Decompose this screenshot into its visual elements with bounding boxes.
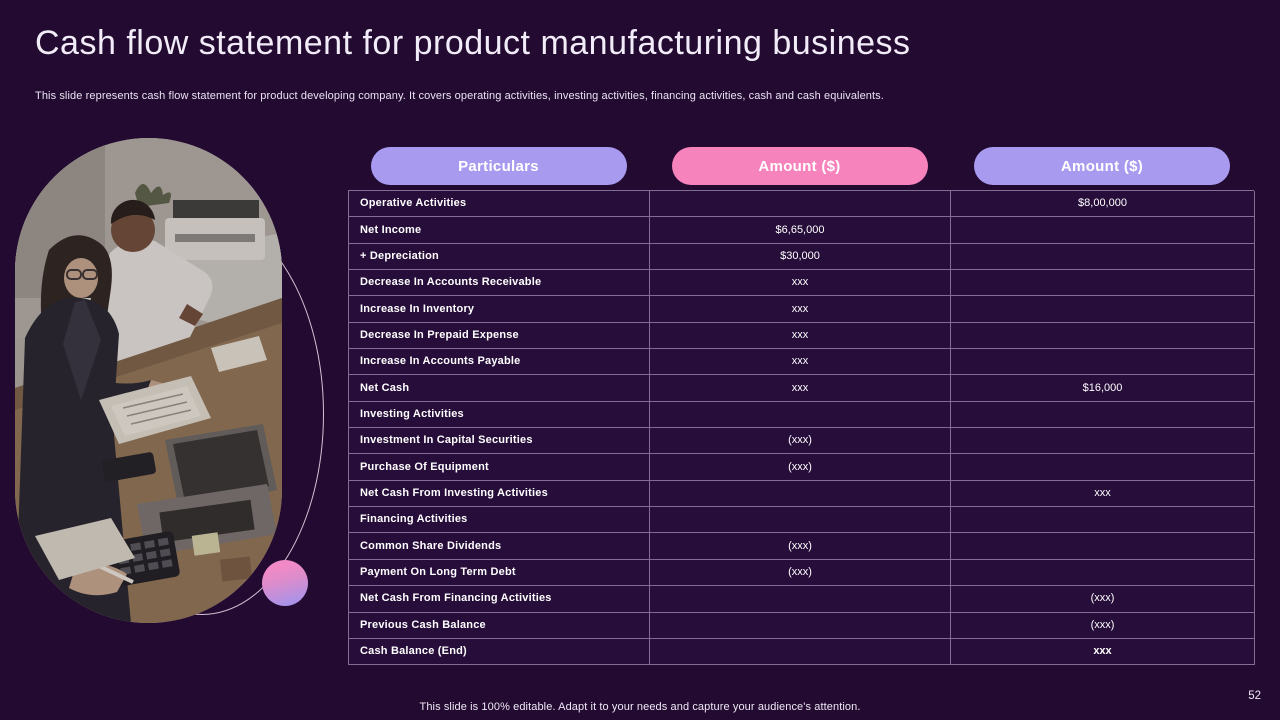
amount-1-cell: xxx (650, 349, 951, 376)
amount-2-cell (951, 454, 1255, 481)
amount-2-cell (951, 349, 1255, 376)
amount-1-cell: (xxx) (650, 559, 951, 587)
amount-2-cell (951, 507, 1255, 534)
particulars-cell: Investment In Capital Securities (349, 428, 650, 455)
amount-1-cell (650, 507, 951, 534)
amount-2-cell (951, 559, 1255, 587)
amount-2-cell: (xxx) (951, 612, 1255, 639)
amount-1-cell: (xxx) (650, 533, 951, 560)
amount-2-cell (951, 217, 1255, 244)
amount-2-cell: (xxx) (951, 586, 1255, 613)
particulars-cell: Common Share Dividends (349, 533, 650, 560)
amount-1-cell (650, 586, 951, 613)
office-photo-illustration (15, 138, 282, 623)
amount-1-cell: $6,65,000 (650, 217, 951, 244)
particulars-cell: Previous Cash Balance (349, 612, 650, 639)
page-title: Cash flow statement for product manufact… (35, 24, 911, 62)
amount-1-cell: xxx (650, 375, 951, 402)
amount-2-cell: xxx (951, 480, 1255, 508)
particulars-cell: Payment On Long Term Debt (349, 559, 650, 587)
amount-1-cell (650, 612, 951, 639)
particulars-cell: Purchase Of Equipment (349, 454, 650, 481)
slide-subtitle: This slide represents cash flow statemen… (35, 90, 884, 102)
amount-1-cell: (xxx) (650, 454, 951, 481)
particulars-cell: Increase In Inventory (349, 296, 650, 323)
amount-1-cell: xxx (650, 322, 951, 350)
amount-2-cell (951, 270, 1255, 297)
amount-2-cell: xxx (951, 638, 1255, 666)
amount-1-cell: xxx (650, 270, 951, 297)
amount-1-cell: $30,000 (650, 243, 951, 271)
amount-1-cell (650, 638, 951, 666)
cashflow-table: Particulars Amount ($) Amount ($) Operat… (348, 147, 1255, 666)
particulars-cell: Net Cash From Investing Activities (349, 480, 650, 508)
amount-2-cell (951, 296, 1255, 323)
amount-2-cell (951, 322, 1255, 350)
particulars-cell: Investing Activities (349, 401, 650, 429)
amount-2-cell (951, 533, 1255, 560)
amount-2-cell: $8,00,000 (951, 191, 1255, 218)
office-photo (15, 138, 282, 623)
particulars-cell: Increase In Accounts Payable (349, 349, 650, 376)
particulars-cell: Net Cash From Financing Activities (349, 586, 650, 613)
amount-1-cell (650, 191, 951, 218)
amount-1-cell: xxx (650, 296, 951, 323)
footer-note: This slide is 100% editable. Adapt it to… (419, 701, 861, 713)
particulars-cell: Financing Activities (349, 507, 650, 534)
particulars-cell: Decrease In Prepaid Expense (349, 322, 650, 350)
amount-2-cell: $16,000 (951, 375, 1255, 402)
amount-2-cell (951, 428, 1255, 455)
particulars-cell: Net Income (349, 217, 650, 244)
page-number: 52 (1248, 690, 1261, 702)
decor-pink-circle (262, 560, 308, 606)
amount-1-cell: (xxx) (650, 428, 951, 455)
particulars-cell: Operative Activities (349, 191, 650, 218)
particulars-cell: Net Cash (349, 375, 650, 402)
amount-2-cell (951, 401, 1255, 429)
particulars-cell: + Depreciation (349, 243, 650, 271)
amount-1-cell (650, 480, 951, 508)
amount-2-cell (951, 243, 1255, 271)
header-pill-amount-2: Amount ($) (974, 147, 1230, 185)
header-pill-particulars: Particulars (370, 147, 627, 185)
cashflow-table-body: Operative Activities $8,00,000 Net Incom… (348, 190, 1255, 666)
amount-1-cell (650, 401, 951, 429)
particulars-cell: Cash Balance (End) (349, 638, 650, 666)
particulars-cell: Decrease In Accounts Receivable (349, 270, 650, 297)
table-header-row: Particulars Amount ($) Amount ($) (348, 147, 1254, 185)
header-pill-amount-1: Amount ($) (671, 147, 928, 185)
